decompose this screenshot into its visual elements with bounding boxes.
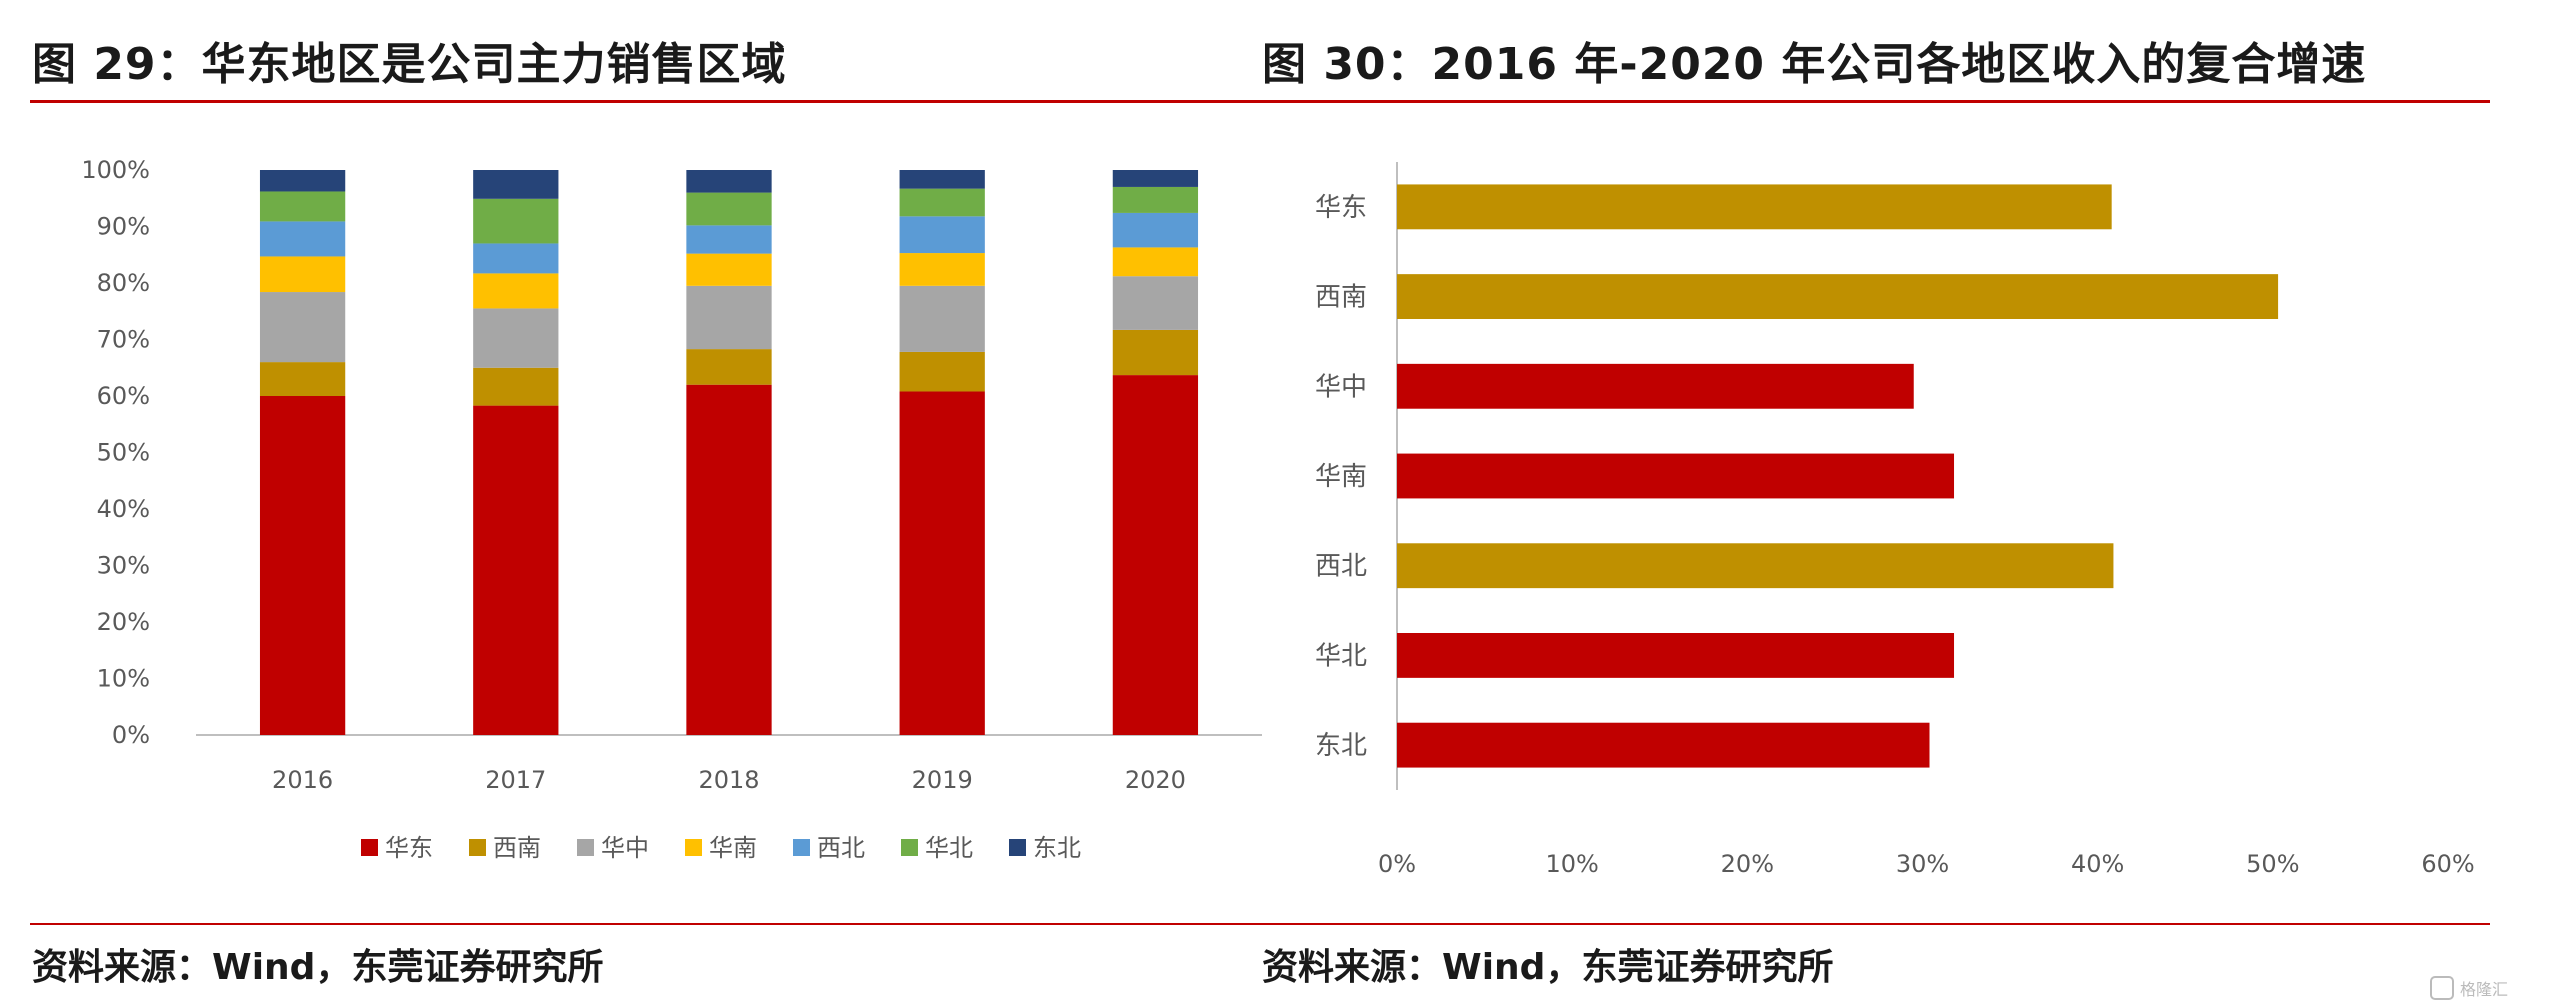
x-tick-label: 10% <box>1545 850 1598 878</box>
y-tick-label: 华南 <box>1315 462 1367 492</box>
watermark-text: 格隆汇 <box>2460 980 2508 999</box>
y-tick-label: 90% <box>97 213 150 241</box>
bar-segment <box>259 396 346 735</box>
bar-segment <box>899 253 985 286</box>
bar-segment <box>1112 276 1199 330</box>
bar-segment <box>473 405 559 735</box>
x-tick-label: 2017 <box>485 766 546 794</box>
legend-swatch <box>1009 839 1026 856</box>
bar-segment <box>686 225 772 254</box>
legend-label: 华中 <box>601 834 649 862</box>
legend-label: 华东 <box>385 834 433 862</box>
legend-swatch <box>793 839 810 856</box>
bar-segment <box>1112 375 1199 735</box>
legend-label: 东北 <box>1033 834 1081 862</box>
y-tick-label: 60% <box>97 382 150 410</box>
bar-segment <box>259 221 346 257</box>
bar-segment <box>473 170 559 199</box>
y-tick-label: 70% <box>97 326 150 354</box>
bar <box>1397 722 1930 768</box>
y-tick-label: 50% <box>97 439 150 467</box>
bar-segment <box>1112 186 1199 213</box>
bar-segment <box>473 198 559 244</box>
y-tick-label: 30% <box>97 552 150 580</box>
bar <box>1397 274 2279 319</box>
legend-label: 西北 <box>817 834 865 862</box>
bar <box>1397 633 1955 678</box>
bar-segment <box>259 256 346 293</box>
stacked-bar-chart: 0% 10% 20% 30% 40% 50% 60% 70% 80% 90% 100% 2016 201… <box>81 156 1262 862</box>
bar-segment <box>473 243 559 274</box>
x-tick-label: 60% <box>2421 850 2474 878</box>
bar-segment <box>899 170 985 189</box>
source-note-right: 资料来源：Wind，东莞证券研究所 <box>1262 947 1834 988</box>
bar-segment <box>686 285 772 350</box>
x-tick-label: 0% <box>1378 850 1416 878</box>
y-tick-label: 东北 <box>1315 731 1367 761</box>
bar-segment <box>259 362 346 396</box>
y-tick-label: 40% <box>97 495 150 523</box>
watermark-logo: 格隆汇 <box>2430 976 2508 1000</box>
y-tick-label: 西南 <box>1315 283 1367 313</box>
bar-segment <box>1112 170 1199 187</box>
bar-segment <box>899 216 985 254</box>
bar-segment <box>473 308 559 368</box>
y-tick-label: 0% <box>112 721 150 749</box>
legend-swatch <box>901 839 918 856</box>
legend-label: 华北 <box>925 834 973 862</box>
bar <box>1397 543 2114 589</box>
x-tick-label: 2016 <box>272 766 333 794</box>
y-tick-label: 80% <box>97 269 150 297</box>
bar-segment <box>473 273 559 309</box>
legend-swatch <box>469 839 486 856</box>
bar-segment <box>686 253 772 286</box>
y-tick-label: 华中 <box>1315 372 1367 402</box>
y-tick-label: 10% <box>97 665 150 693</box>
y-tick-label: 20% <box>97 608 150 636</box>
bar-segment <box>1112 329 1199 376</box>
bar-segment <box>899 391 985 735</box>
bar <box>1397 184 2112 230</box>
bar-segment <box>259 170 346 192</box>
bar <box>1397 363 1914 409</box>
legend-label: 西南 <box>493 834 541 862</box>
x-tick-label: 20% <box>1721 850 1774 878</box>
y-tick-label: 100% <box>81 156 150 184</box>
y-tick-label: 华东 <box>1315 193 1367 223</box>
source-note-left: 资料来源：Wind，东莞证券研究所 <box>32 947 604 988</box>
x-tick-label: 50% <box>2246 850 2299 878</box>
bar-segment <box>686 384 772 735</box>
x-tick-label: 40% <box>2071 850 2124 878</box>
legend-swatch <box>577 839 594 856</box>
y-tick-label: 华北 <box>1315 641 1367 671</box>
figure-30-title: 图 30：2016 年-2020 年公司各地区收入的复合增速 <box>1262 39 2367 90</box>
x-tick-label: 2020 <box>1125 766 1186 794</box>
bar <box>1397 453 1955 499</box>
bar-segment <box>259 292 346 363</box>
bar-segment <box>899 188 985 217</box>
legend-swatch <box>685 839 702 856</box>
header-rule <box>30 100 2490 103</box>
legend-label: 华南 <box>709 834 757 862</box>
y-tick-label: 西北 <box>1315 552 1367 582</box>
x-tick-label: 30% <box>1896 850 1949 878</box>
bar-segment <box>473 367 559 406</box>
x-tick-label: 2019 <box>912 766 973 794</box>
bar-segment <box>899 351 985 392</box>
bar-segment <box>686 349 772 385</box>
bar-segment <box>899 285 985 352</box>
bar-segment <box>1112 212 1199 248</box>
bar-segment <box>1112 247 1199 277</box>
bar-segment <box>259 191 346 222</box>
legend-swatch <box>361 839 378 856</box>
footer-rule <box>30 923 2490 925</box>
bar-segment <box>686 192 772 226</box>
bar-segment <box>686 170 772 193</box>
figure-29-title: 图 29：华东地区是公司主力销售区域 <box>32 39 787 90</box>
x-tick-label: 2018 <box>698 766 759 794</box>
